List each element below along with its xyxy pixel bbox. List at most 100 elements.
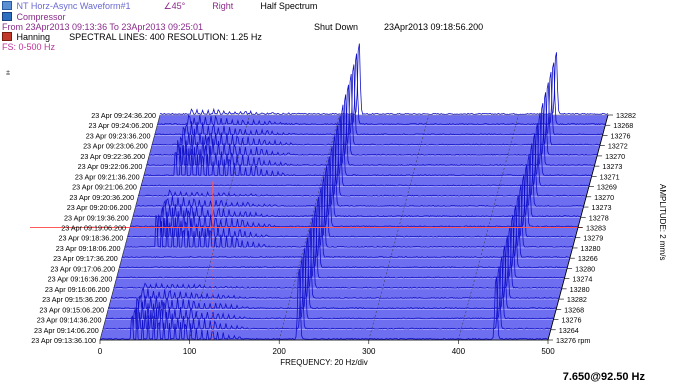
view-direction: Right <box>212 1 234 11</box>
x-tick-label: 200 <box>273 347 287 356</box>
y-axis-label: AMPLITUDE: 2 mm/s <box>658 184 667 261</box>
cursor[interactable] <box>30 181 582 340</box>
spectrum-mode: Half Spectrum <box>260 1 318 11</box>
timestamp-label: 23 Apr 09:18:36.200 <box>59 234 124 243</box>
x-tick-label: 500 <box>541 347 555 356</box>
timestamp-label: 23 Apr 09:18:06.200 <box>56 244 121 253</box>
spectrum-trace-1 <box>157 53 606 126</box>
timestamp-label: 23 Apr 09:17:36.200 <box>53 254 118 263</box>
timestamp-label: 23 Apr 09:15:06.200 <box>39 305 104 314</box>
timestamp-label: 23 Apr 09:14:36.200 <box>37 316 102 325</box>
hanning-icon <box>2 32 12 41</box>
rpm-label: 13276 <box>561 316 581 325</box>
spectral-settings: SPECTRAL LINES: 400 RESOLUTION: 1.25 Hz <box>69 32 262 42</box>
rpm-label: 13276 <box>611 131 631 140</box>
spectrum-trace-22 <box>99 268 549 341</box>
rpm-label: 13282 <box>567 295 587 304</box>
rpm-label: 13280 <box>570 285 590 294</box>
spectrum-trace-10 <box>132 146 581 218</box>
axis-labels: 23 Apr 09:24:36.200 13282 23 Apr 09:24:06.… <box>31 111 636 367</box>
timestamp-label: 23 Apr 09:23:36.200 <box>86 131 151 140</box>
rpm-label: 13278 <box>589 213 609 222</box>
spectrum-trace-9 <box>135 135 584 208</box>
spectrum-trace-2 <box>154 64 603 136</box>
waveform-title: NT Horz-Async Waveform#1 <box>16 1 131 11</box>
x-tick-label: 0 <box>98 347 103 356</box>
timestamp-label: 23 Apr 09:22:06.200 <box>78 162 143 171</box>
timestamp-label: 23 Apr 09:23:06.200 <box>83 142 148 151</box>
timestamp-label: 23 Apr 09:20:06.200 <box>67 203 132 212</box>
header-line-4: Hanning SPECTRAL LINES: 400 RESOLUTION: … <box>2 32 262 42</box>
rpm-label: 13276 rpm <box>556 336 590 345</box>
x-tick-label: 400 <box>452 347 466 356</box>
rpm-label: 13266 <box>578 254 598 263</box>
spectrum-trace-3 <box>151 73 601 146</box>
spectrum-trace-6 <box>143 104 592 177</box>
spectrum-trace-17 <box>113 217 562 290</box>
rpm-label: 13264 <box>559 326 579 335</box>
spectrum-trace-13 <box>124 176 573 249</box>
chart-header: NT Horz-Async Waveform#1 ∠45° Right Half… <box>0 0 675 62</box>
rpm-label: 13271 <box>600 172 620 181</box>
timestamp-label: 23 Apr 09:24:36.200 <box>91 111 156 120</box>
rpm-label: 13280 <box>575 264 595 273</box>
timestamp-label: 23 Apr 09:14:06.200 <box>34 326 99 335</box>
axes <box>99 114 613 344</box>
rpm-label: 13274 <box>572 275 592 284</box>
timestamp-label: 23 Apr 09:21:06.200 <box>72 183 137 192</box>
rpm-label: 13272 <box>608 142 628 151</box>
timestamp-label: 23 Apr 09:17:06.200 <box>50 264 115 273</box>
scale-icon[interactable]: ⩲ <box>6 70 11 77</box>
spectrum-trace-19 <box>108 237 557 310</box>
x-tick-label: 300 <box>362 347 376 356</box>
frequency-span: FS: 0-500 Hz <box>2 42 56 52</box>
header-line-1: NT Horz-Async Waveform#1 ∠45° Right Half… <box>2 1 317 11</box>
window-type: Hanning <box>16 32 51 42</box>
rpm-label: 13273 <box>591 203 611 212</box>
rpm-label: 13268 <box>564 305 584 314</box>
spectrum-trace-18 <box>110 227 560 300</box>
timestamp-label: 23 Apr 09:22:36.200 <box>80 152 145 161</box>
spectrum-trace-0 <box>160 43 609 116</box>
timestamp-label: 23 Apr 09:20:36.200 <box>69 193 134 202</box>
rpm-label: 13280 <box>581 244 601 253</box>
rpm-label: 13273 <box>602 162 622 171</box>
event-label: Shut Down <box>314 22 359 32</box>
view-angle: ∠45° <box>163 1 186 11</box>
rpm-label: 13283 <box>586 224 606 233</box>
rpm-axis <box>547 114 609 341</box>
timestamp-label: 23 Apr 09:21:36.200 <box>75 172 140 181</box>
cursor-readout: 7.650@92.50 Hz <box>562 371 645 383</box>
rpm-label: 13282 <box>616 111 636 120</box>
timestamp-label: 23 Apr 09:16:36.200 <box>48 275 113 284</box>
spectrum-trace-15 <box>119 196 568 269</box>
time-range: From 23Apr2013 09:13:36 To 23Apr2013 09:… <box>2 22 203 32</box>
spectrum-trace-20 <box>105 247 554 320</box>
rpm-label: 13269 <box>597 183 617 192</box>
spectrum-trace-12 <box>127 166 576 238</box>
spectrum-trace-16 <box>116 206 565 279</box>
spectrum-trace-14 <box>121 186 570 259</box>
timestamp-label: 23 Apr 09:13:36.100 <box>31 336 96 345</box>
rpm-label: 13279 <box>583 234 603 243</box>
x-axis-label: FREQUENCY: 20 Hz/div <box>280 358 368 367</box>
spectrum-trace-7 <box>140 115 589 187</box>
timestamp-label: 23 Apr 09:24:06.200 <box>89 121 154 130</box>
x-tick-label: 100 <box>183 347 197 356</box>
timestamp-label: 23 Apr 09:16:06.200 <box>45 285 110 294</box>
spectrum-trace-5 <box>146 94 595 167</box>
header-line-2: Compressor <box>2 12 66 22</box>
check-icon[interactable] <box>2 1 12 10</box>
rpm-label: 13270 <box>594 193 614 202</box>
rpm-label: 13270 <box>605 152 625 161</box>
timestamp-label: 23 Apr 09:19:06.200 <box>61 224 126 233</box>
spectrum-traces <box>99 43 609 341</box>
spectrum-trace-11 <box>129 156 579 228</box>
compressor-icon <box>2 12 12 21</box>
spectrum-trace-4 <box>149 84 598 156</box>
rpm-label: 13268 <box>613 121 633 130</box>
header-line-3: From 23Apr2013 09:13:36 To 23Apr2013 09:… <box>2 22 203 32</box>
event-time: 23Apr2013 09:18:56.200 <box>384 22 484 32</box>
spectrum-trace-21 <box>102 257 551 330</box>
